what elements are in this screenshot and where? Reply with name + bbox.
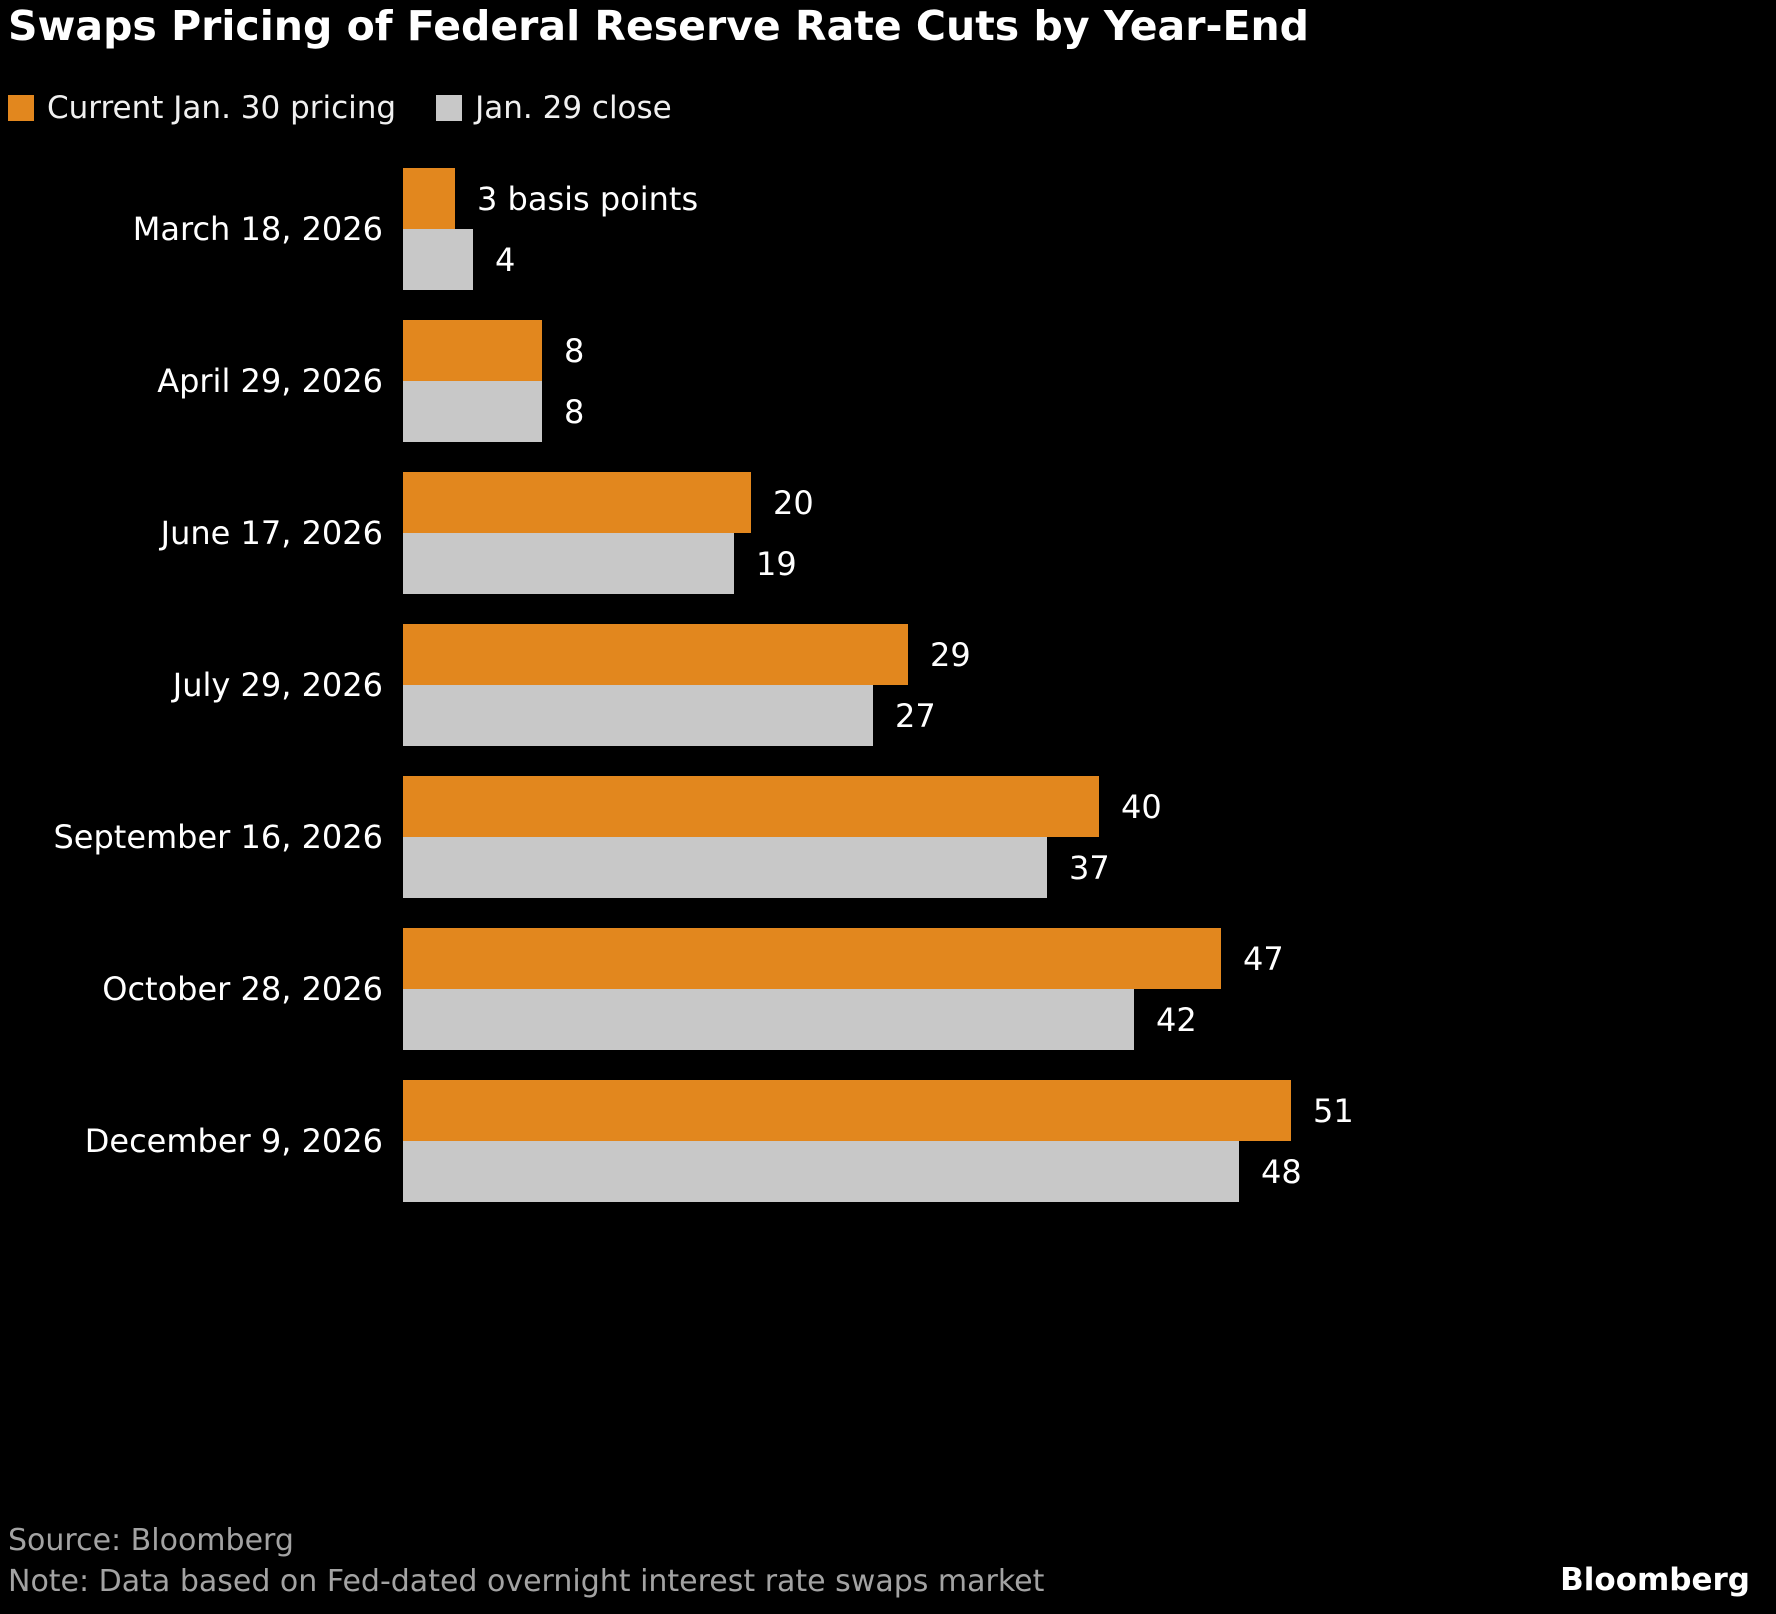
bar-row: 42 xyxy=(403,989,1776,1050)
category-label: March 18, 2026 xyxy=(132,210,383,248)
value-label: 19 xyxy=(756,544,797,583)
bars-container: 29 27 xyxy=(403,624,1776,746)
bar-close xyxy=(403,229,473,290)
category-label: September 16, 2026 xyxy=(53,818,383,856)
value-label: 4 xyxy=(495,240,516,279)
category-label: April 29, 2026 xyxy=(157,362,383,400)
legend-item-current: Current Jan. 30 pricing xyxy=(8,90,396,126)
chart-group: March 18, 2026 3 basis points 4 xyxy=(0,168,1776,290)
value-label: 8 xyxy=(564,331,585,370)
bar-close xyxy=(403,989,1134,1050)
bar-row: 29 xyxy=(403,624,1776,685)
bar-row: 19 xyxy=(403,533,1776,594)
bar-current xyxy=(403,624,908,685)
bar-row: 4 xyxy=(403,229,1776,290)
legend-label-current: Current Jan. 30 pricing xyxy=(47,90,397,126)
chart-title: Swaps Pricing of Federal Reserve Rate Cu… xyxy=(8,2,1310,50)
bars-container: 20 19 xyxy=(403,472,1776,594)
value-label: 40 xyxy=(1121,787,1162,826)
value-label: 8 xyxy=(564,392,585,431)
chart-group: June 17, 2026 20 19 xyxy=(0,472,1776,594)
bars-container: 3 basis points 4 xyxy=(403,168,1776,290)
bar-close xyxy=(403,1141,1239,1202)
bar-current xyxy=(403,472,751,533)
legend: Current Jan. 30 pricing Jan. 29 close xyxy=(8,90,672,126)
category-label: July 29, 2026 xyxy=(172,666,383,704)
bar-current xyxy=(403,928,1221,989)
chart-group: December 9, 2026 51 48 xyxy=(0,1080,1776,1202)
value-label: 20 xyxy=(773,483,814,522)
chart-group: April 29, 2026 8 8 xyxy=(0,320,1776,442)
bar-close xyxy=(403,381,542,442)
chart-group: July 29, 2026 29 27 xyxy=(0,624,1776,746)
category-label: October 28, 2026 xyxy=(102,970,383,1008)
bar-row: 8 xyxy=(403,320,1776,381)
bar-row: 20 xyxy=(403,472,1776,533)
bar-row: 47 xyxy=(403,928,1776,989)
bar-current xyxy=(403,320,542,381)
value-label: 42 xyxy=(1156,1000,1197,1039)
value-label: 29 xyxy=(930,635,971,674)
value-label: 48 xyxy=(1261,1152,1302,1191)
bars-container: 40 37 xyxy=(403,776,1776,898)
note-text: Note: Data based on Fed-dated overnight … xyxy=(8,1563,1045,1599)
value-label: 51 xyxy=(1313,1091,1354,1130)
legend-label-close: Jan. 29 close xyxy=(475,90,672,126)
bar-row: 48 xyxy=(403,1141,1776,1202)
bar-row: 40 xyxy=(403,776,1776,837)
bar-row: 3 basis points xyxy=(403,168,1776,229)
value-label: 27 xyxy=(895,696,936,735)
bar-row: 8 xyxy=(403,381,1776,442)
bars-container: 51 48 xyxy=(403,1080,1776,1202)
chart-footer: Source: Bloomberg Note: Data based on Fe… xyxy=(8,1521,1044,1602)
value-label: 3 basis points xyxy=(477,179,699,218)
legend-swatch-orange xyxy=(8,95,34,121)
category-label: June 17, 2026 xyxy=(160,514,383,552)
bar-row: 27 xyxy=(403,685,1776,746)
bar-current xyxy=(403,776,1099,837)
bar-close xyxy=(403,533,734,594)
legend-swatch-gray xyxy=(436,95,463,121)
bar-row: 51 xyxy=(403,1080,1776,1141)
bar-current xyxy=(403,168,455,229)
bloomberg-logo: Bloomberg xyxy=(1560,1562,1750,1598)
category-label: December 9, 2026 xyxy=(84,1122,383,1160)
bar-row: 37 xyxy=(403,837,1776,898)
value-label: 37 xyxy=(1069,848,1110,887)
chart-group: September 16, 2026 40 37 xyxy=(0,776,1776,898)
bar-close xyxy=(403,685,873,746)
legend-item-close: Jan. 29 close xyxy=(436,90,672,126)
bar-current xyxy=(403,1080,1291,1141)
bar-close xyxy=(403,837,1047,898)
value-label: 47 xyxy=(1243,939,1284,978)
chart-group: October 28, 2026 47 42 xyxy=(0,928,1776,1050)
bars-container: 47 42 xyxy=(403,928,1776,1050)
chart-rows: March 18, 2026 3 basis points 4 April 29, 2… xyxy=(0,168,1776,1232)
source-text: Source: Bloomberg xyxy=(8,1523,294,1558)
